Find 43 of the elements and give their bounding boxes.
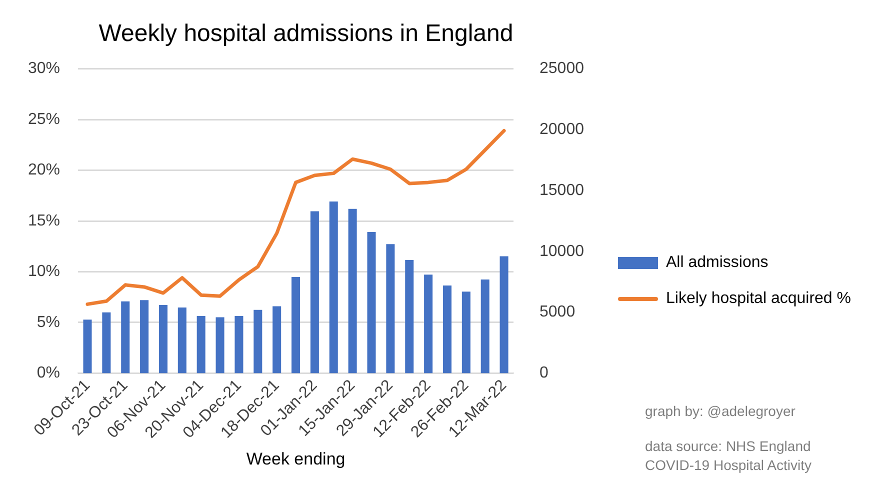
- y-tick-label: 30%: [28, 60, 60, 78]
- bar: [234, 316, 244, 374]
- bar: [348, 208, 357, 374]
- bar: [405, 260, 414, 374]
- legend-label: Likely hospital acquired %: [666, 290, 851, 308]
- bar: [310, 211, 319, 374]
- y2-tick-label: 0: [540, 364, 549, 382]
- y2-tick-label: 5000: [540, 304, 576, 321]
- bar: [329, 202, 338, 374]
- y-tick-label: 25%: [28, 110, 60, 128]
- y2-tick-label: 15000: [540, 182, 584, 199]
- text: graph by: @adelegroyer: [645, 402, 796, 421]
- y2-tick-label: 25000: [540, 60, 584, 78]
- bar: [386, 244, 395, 374]
- source-note: data source: NHS England: [645, 437, 812, 456]
- y2-tick-label: 20000: [540, 121, 584, 138]
- y-tick-label: 15%: [28, 212, 60, 230]
- bar: [216, 317, 224, 374]
- bar: [480, 279, 490, 374]
- bar: [442, 286, 452, 374]
- bar: [272, 306, 282, 374]
- bar: [121, 301, 130, 374]
- bar: [500, 256, 508, 374]
- bar: [83, 320, 92, 374]
- y-tick-label: 20%: [28, 162, 60, 179]
- bar: [140, 300, 149, 374]
- y2-tick-label: 10000: [540, 242, 584, 260]
- bar: [462, 292, 470, 374]
- bar: [424, 274, 433, 374]
- chart-title: Weekly hospital admissions in England: [98, 20, 514, 48]
- bar: [102, 312, 111, 374]
- bar: [178, 307, 186, 374]
- bar: [367, 232, 376, 374]
- bar: [254, 310, 262, 374]
- legend-label: All admissions: [666, 254, 768, 272]
- y-tick-label: 10%: [28, 263, 60, 280]
- bar: [196, 316, 206, 374]
- text: COVID-19 Hospital Activity: [645, 456, 812, 475]
- y-tick-label: 5%: [36, 314, 60, 331]
- x-axis-title: Week ending: [246, 449, 346, 468]
- y-tick-label: 0%: [36, 364, 60, 382]
- bar: [292, 277, 300, 374]
- bar: [158, 305, 168, 374]
